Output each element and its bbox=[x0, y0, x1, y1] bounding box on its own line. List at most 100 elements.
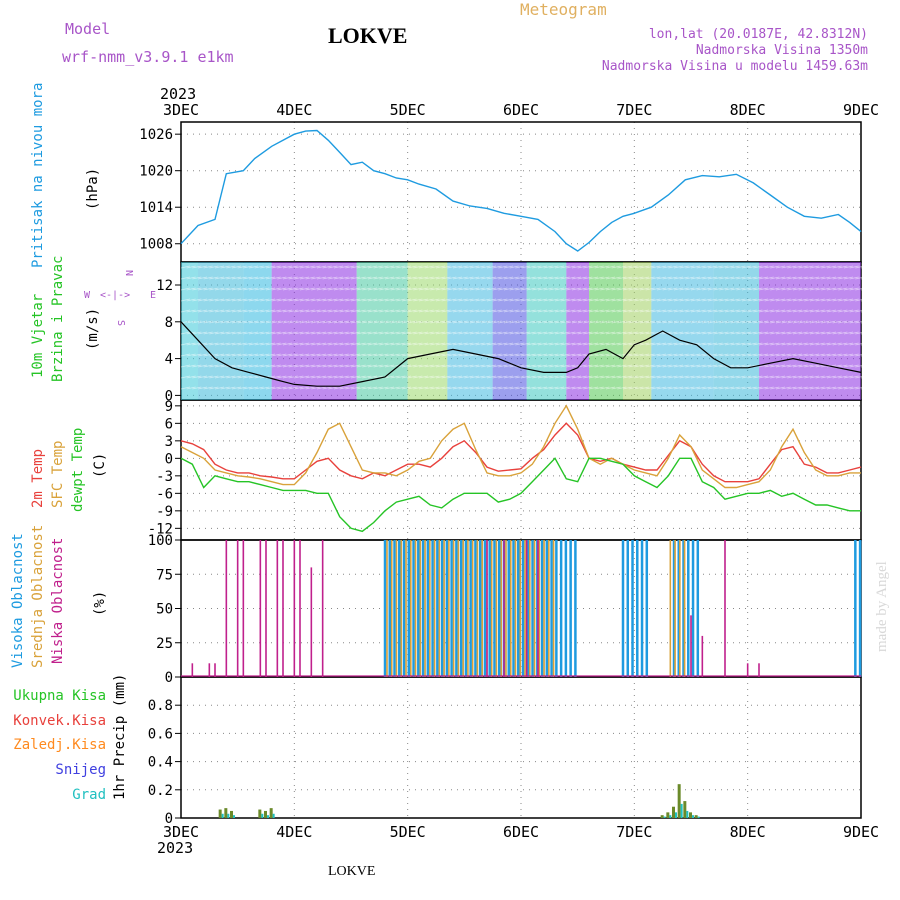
wind-arrow bbox=[600, 320, 610, 324]
precip-bar-graupel bbox=[686, 810, 689, 818]
wind-arrow bbox=[407, 353, 417, 357]
wind-arrow bbox=[600, 364, 610, 368]
wind-arrow bbox=[730, 386, 740, 390]
wind-band-7 bbox=[492, 262, 527, 400]
year-top: 2023 bbox=[160, 85, 196, 103]
wind-arrow bbox=[843, 375, 854, 379]
wind-arrow bbox=[333, 375, 344, 379]
wind-arrow bbox=[492, 353, 502, 357]
wind-arrow bbox=[197, 287, 208, 291]
model-value: wrf-nmm_v3.9.1 e1km bbox=[62, 48, 234, 66]
wind-legend-east: E bbox=[150, 290, 156, 301]
wind-arrow bbox=[838, 276, 848, 280]
wind-arrow bbox=[611, 375, 621, 379]
wind-arrow bbox=[328, 276, 338, 280]
wind-arrow bbox=[645, 309, 655, 313]
precip-bar-graupel bbox=[680, 803, 683, 818]
wind-arrow bbox=[673, 331, 684, 335]
wind-arrow bbox=[345, 309, 355, 313]
wind-arrow bbox=[792, 375, 803, 379]
wind-arrow bbox=[821, 287, 831, 291]
wind-arrow bbox=[435, 276, 446, 280]
wind-arrow bbox=[231, 320, 242, 324]
wind-arrow bbox=[413, 375, 423, 379]
wind-arrow bbox=[798, 320, 808, 324]
precip-bar-total bbox=[672, 806, 675, 818]
wind-arrow bbox=[254, 353, 264, 357]
wind-arrow bbox=[781, 375, 791, 379]
wind-arrow bbox=[753, 353, 763, 357]
wind-arrow bbox=[696, 342, 706, 346]
wind-arrow bbox=[401, 298, 412, 302]
wind-arrow bbox=[356, 375, 366, 379]
wind-arrow bbox=[764, 276, 774, 280]
wind-arrow bbox=[679, 287, 689, 291]
wind-arrow bbox=[435, 309, 446, 313]
wind-arrow bbox=[424, 298, 434, 302]
wind-arrow bbox=[243, 320, 253, 324]
wind-band-13 bbox=[713, 262, 759, 400]
wind-arrow bbox=[832, 331, 842, 335]
wind-arrow bbox=[628, 353, 638, 357]
wind-arrow bbox=[741, 331, 752, 335]
wind-arrow bbox=[707, 386, 718, 390]
x-tick-bottom-label: 5DEC bbox=[390, 823, 426, 841]
wind-arrow bbox=[753, 276, 763, 280]
wind-arrow bbox=[384, 353, 395, 357]
y-tick-label: 0 bbox=[165, 811, 173, 827]
wind-legend-west: W bbox=[84, 290, 91, 301]
wind-arrow bbox=[333, 353, 344, 357]
wind-arrow bbox=[481, 276, 491, 280]
wind-arrow bbox=[384, 320, 395, 324]
wind-arrow bbox=[231, 375, 242, 379]
y-tick-label: 100 bbox=[148, 533, 173, 549]
wind-arrow bbox=[753, 265, 763, 269]
wind-arrow bbox=[758, 386, 769, 390]
wind-arrow bbox=[220, 353, 230, 357]
wind-arrow bbox=[741, 320, 752, 324]
wind-arrow bbox=[639, 287, 650, 291]
wind-arrow bbox=[509, 287, 519, 291]
wind-arrow bbox=[316, 287, 327, 291]
wind-arrow bbox=[707, 375, 718, 379]
wind-arrow bbox=[367, 309, 378, 313]
wind-arrow bbox=[294, 375, 304, 379]
wind-arrow bbox=[611, 265, 621, 269]
wind-arrow bbox=[481, 342, 491, 346]
wind-arrow bbox=[424, 342, 434, 346]
wind-arrow bbox=[849, 309, 859, 313]
x-tick-top-label: 9DEC bbox=[843, 101, 879, 119]
wind-arrow bbox=[248, 287, 259, 291]
wind-arrow bbox=[821, 353, 831, 357]
wind-arrow bbox=[838, 342, 848, 346]
wind-arrow bbox=[781, 320, 791, 324]
wind-arrow bbox=[203, 265, 213, 269]
wind-arrow bbox=[373, 364, 383, 368]
wind-arrow bbox=[203, 342, 213, 346]
wind-arrow bbox=[532, 287, 542, 291]
wind-arrow bbox=[469, 320, 480, 324]
wind-arrow bbox=[379, 386, 389, 390]
wind-arrow bbox=[486, 364, 497, 368]
wind-arrow bbox=[203, 287, 213, 291]
wind-arrow bbox=[282, 353, 293, 357]
wind-arrow bbox=[316, 265, 327, 269]
wind-arrow bbox=[696, 287, 706, 291]
wind-arrow bbox=[458, 298, 468, 302]
wind-arrow bbox=[248, 320, 259, 324]
precip-bar-graupel bbox=[692, 815, 694, 818]
wind-arrow bbox=[435, 364, 446, 368]
wind-arrow bbox=[452, 375, 463, 379]
wind-arrow bbox=[384, 364, 395, 368]
wind-arrow bbox=[418, 364, 429, 368]
wind-arrow bbox=[345, 364, 355, 368]
wind-arrow bbox=[651, 298, 661, 302]
wind-arrow bbox=[651, 375, 661, 379]
wind-arrow bbox=[520, 375, 531, 379]
wind-arrow bbox=[350, 320, 361, 324]
wind-arrow bbox=[702, 386, 712, 390]
wind-arrow bbox=[594, 342, 604, 346]
wind-arrow bbox=[430, 309, 440, 313]
wind-arrow bbox=[333, 386, 344, 390]
